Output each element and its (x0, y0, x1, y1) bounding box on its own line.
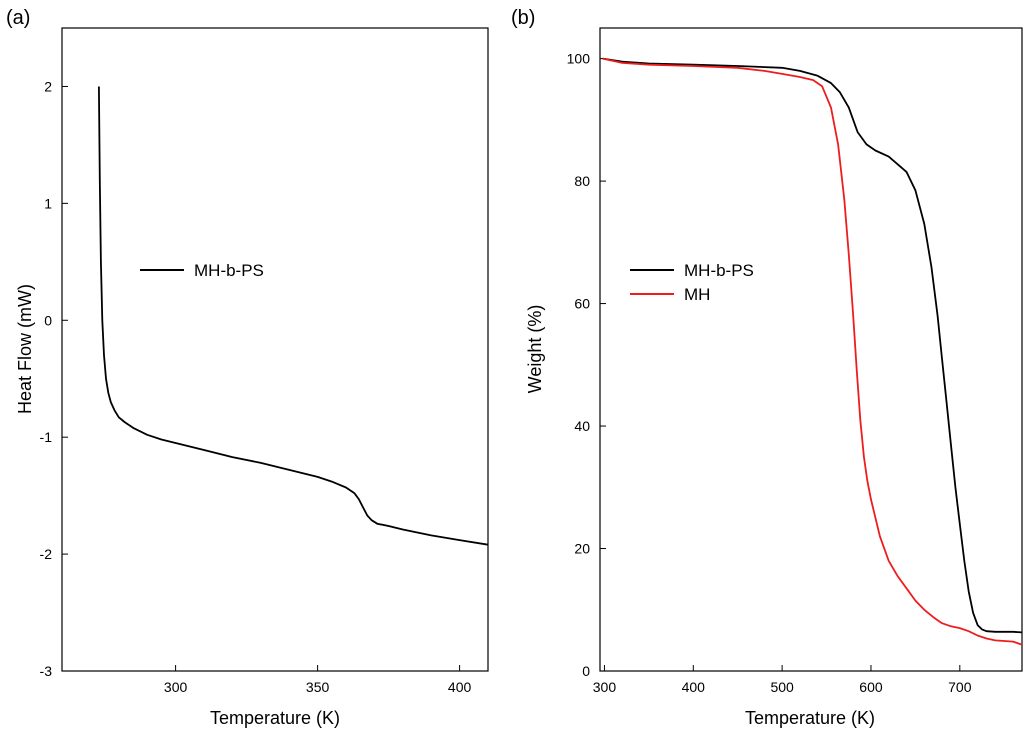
panel-b: (b) 300 400 500 600 700 0 20 40 60 80 100 MH-b-PS… (511, 7, 1023, 728)
panel-b-series-line-mh (602, 57, 1023, 646)
panel-a-x-tick-label: 300 (164, 679, 188, 695)
panel-a-series-line-mh-b-ps (98, 86, 489, 546)
panel-b-legend-label: MH (684, 285, 710, 304)
panel-b-y-tick-label: 0 (582, 663, 590, 679)
panel-b-x-tick-label: 300 (593, 679, 617, 695)
panel-a-legend: MH-b-PS (140, 261, 264, 280)
panel-a-y-axis-title: Heat Flow (mW) (15, 284, 35, 414)
panel-b-y-tick-label: 20 (574, 541, 590, 557)
panel-a-series-group (98, 86, 489, 546)
panel-b-legend: MH-b-PS MH (630, 261, 754, 304)
panel-b-y-axis: 0 20 40 60 80 100 (567, 51, 606, 679)
panel-b-label: (b) (511, 7, 535, 29)
panel-a-legend-label: MH-b-PS (194, 261, 264, 280)
panel-b-y-axis-title: Weight (%) (525, 305, 545, 394)
panel-a-plot-frame (61, 27, 489, 672)
panel-b-x-tick-label: 700 (948, 679, 972, 695)
panel-b-plot-frame (599, 27, 1023, 672)
panel-a-y-tick-label: 2 (44, 78, 52, 94)
panel-a-y-tick-label: -1 (40, 429, 53, 445)
panel-b-y-tick-label: 60 (574, 296, 590, 312)
panel-a-y-tick-label: 1 (44, 195, 52, 211)
panel-a: (a) 300 350 400 -3 -2 -1 0 1 2 MH-b-PS Temperat… (6, 7, 489, 728)
panel-b-legend-label: MH-b-PS (684, 261, 754, 280)
panel-b-x-axis-title: Temperature (K) (745, 708, 875, 728)
panel-a-x-axis: 300 350 400 (164, 665, 472, 695)
panel-b-x-axis: 300 400 500 600 700 (593, 665, 972, 695)
panel-a-x-tick-label: 350 (306, 679, 330, 695)
panel-a-y-tick-label: -3 (40, 663, 53, 679)
panel-a-x-axis-title: Temperature (K) (210, 708, 340, 728)
panel-a-y-axis: -3 -2 -1 0 1 2 (40, 78, 68, 679)
panel-b-series-line-mh-b-ps (602, 57, 1023, 634)
panel-a-y-tick-label: -2 (40, 546, 53, 562)
panel-b-y-tick-label: 100 (567, 51, 591, 67)
panel-b-series-group (602, 57, 1023, 646)
panel-b-y-tick-label: 40 (574, 418, 590, 434)
panel-a-y-tick-label: 0 (44, 312, 52, 328)
panel-a-x-tick-label: 400 (448, 679, 472, 695)
panel-b-x-tick-label: 400 (682, 679, 706, 695)
panel-a-label: (a) (6, 7, 30, 29)
panel-b-x-tick-label: 600 (859, 679, 883, 695)
panel-b-x-tick-label: 500 (770, 679, 794, 695)
panel-b-y-tick-label: 80 (574, 173, 590, 189)
